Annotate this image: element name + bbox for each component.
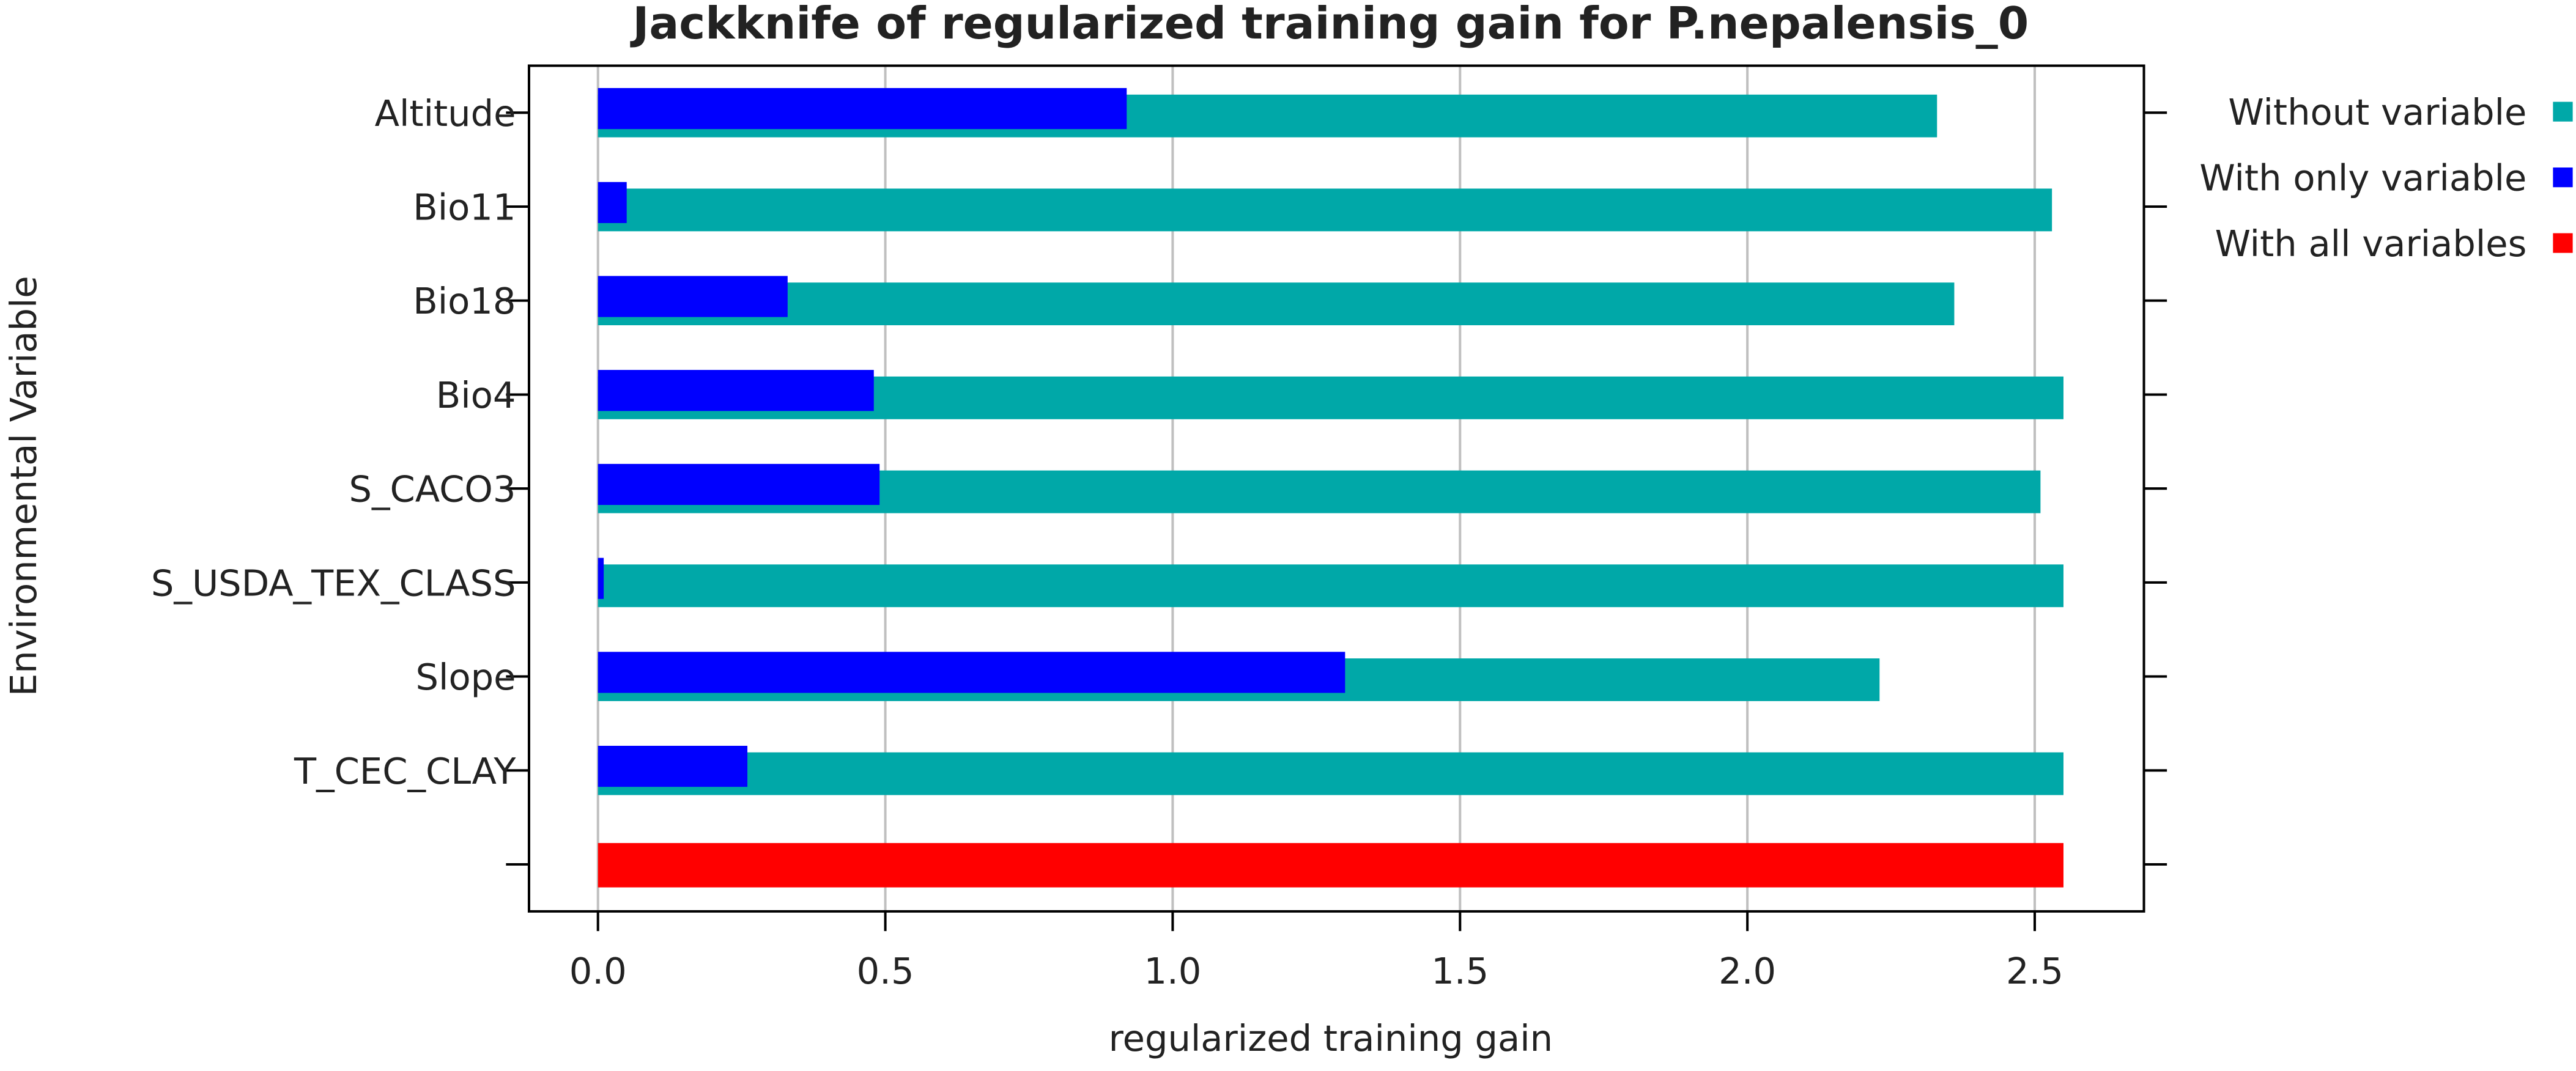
x-tick-label: 2.0 xyxy=(1719,950,1776,992)
chart-title: Jackknife of regularized training gain f… xyxy=(629,0,2029,50)
bar xyxy=(598,282,1955,326)
legend-swatch xyxy=(2553,167,2573,188)
plot-frame xyxy=(527,64,2145,913)
y-tick-label: Bio11 xyxy=(413,186,516,229)
bar xyxy=(598,463,880,506)
bar xyxy=(598,182,627,223)
y-tick-label: Altitude xyxy=(375,92,516,134)
bar xyxy=(598,276,788,317)
x-tick-label: 2.5 xyxy=(2006,950,2063,992)
x-axis-label: regularized training gain xyxy=(1109,1017,1553,1059)
y-tick-label: Bio18 xyxy=(413,280,516,322)
y-tick-label: T_CEC_CLAY xyxy=(294,750,516,792)
y-tick-label: S_CACO3 xyxy=(349,468,516,510)
bar xyxy=(598,843,2063,888)
bar xyxy=(598,652,1345,693)
bar xyxy=(598,564,2063,608)
bar xyxy=(598,752,2063,795)
y-tick-label: Slope xyxy=(416,656,516,698)
bar xyxy=(598,188,2052,232)
y-tick-label: S_USDA_TEX_CLASS xyxy=(151,562,516,604)
x-tick-label: 1.0 xyxy=(1144,950,1201,992)
bar xyxy=(598,558,604,599)
x-tick-label: 0.5 xyxy=(857,950,914,992)
bar xyxy=(598,370,874,411)
bar xyxy=(598,88,1127,130)
legend-swatch xyxy=(2553,233,2573,253)
legend-swatch xyxy=(2553,101,2573,122)
legend-label: Without variable xyxy=(2228,91,2526,133)
y-tick-label: Bio4 xyxy=(436,374,516,416)
y-axis-label: Environmental Variable xyxy=(2,276,45,696)
legend-label: With all variables xyxy=(2215,223,2527,265)
legend-label: With only variable xyxy=(2199,157,2526,199)
x-tick-label: 1.5 xyxy=(1431,950,1489,992)
x-tick-label: 0.0 xyxy=(569,950,627,992)
bar xyxy=(598,746,748,787)
